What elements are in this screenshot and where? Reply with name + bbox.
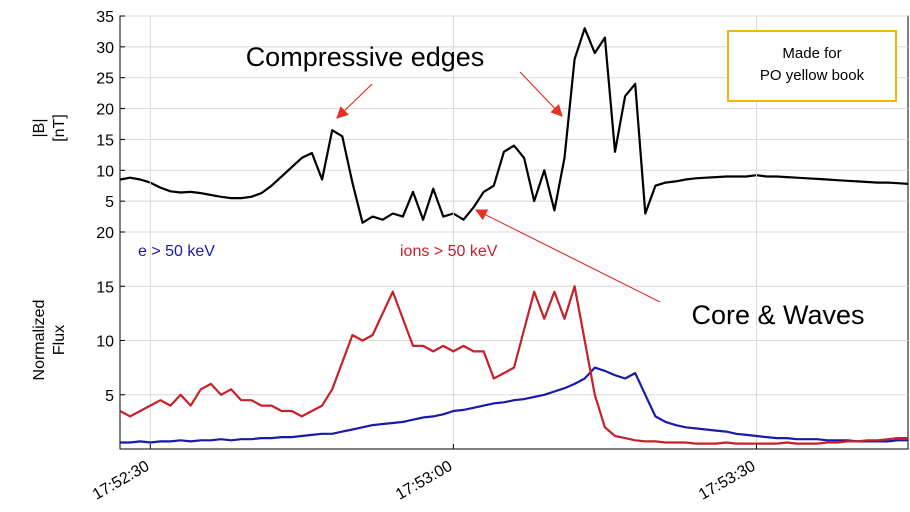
y-tick-label: 10: [96, 334, 114, 351]
y-tick-label: 25: [96, 71, 114, 88]
series-line: [119, 285, 908, 445]
arrow: [474, 209, 661, 303]
y-label: Flux: [51, 325, 68, 355]
y-tick-label: 5: [105, 194, 114, 211]
y-tick-label: 5: [105, 388, 114, 405]
annotation: Compressive edges: [246, 42, 485, 72]
y-tick-label: 30: [96, 40, 114, 57]
y-label: Normalized: [31, 300, 48, 381]
y-label: [nT]: [51, 114, 68, 142]
x-tick-label: 17:52:30: [90, 458, 153, 504]
annotation: Core & Waves: [691, 300, 864, 330]
y-tick-label: 10: [96, 163, 114, 180]
x-tick-label: 17:53:30: [696, 458, 759, 504]
series-line: [119, 27, 909, 224]
legend-label: e > 50 keV: [138, 243, 215, 260]
note: PO yellow book: [760, 67, 865, 84]
arrow: [336, 83, 373, 119]
y-label: |B|: [31, 119, 48, 138]
series-line: [120, 366, 908, 444]
y-tick-label: 15: [96, 279, 114, 296]
note: Made for: [782, 45, 841, 62]
arrow: [519, 71, 563, 117]
y-tick-label: 15: [96, 132, 114, 149]
legend-label: ions > 50 keV: [400, 243, 498, 260]
note-box: [727, 30, 897, 102]
y-tick-label: 20: [96, 225, 114, 242]
x-tick-label: 17:53:00: [393, 458, 456, 504]
y-tick-label: 35: [96, 9, 114, 26]
y-tick-label: 20: [96, 102, 114, 119]
